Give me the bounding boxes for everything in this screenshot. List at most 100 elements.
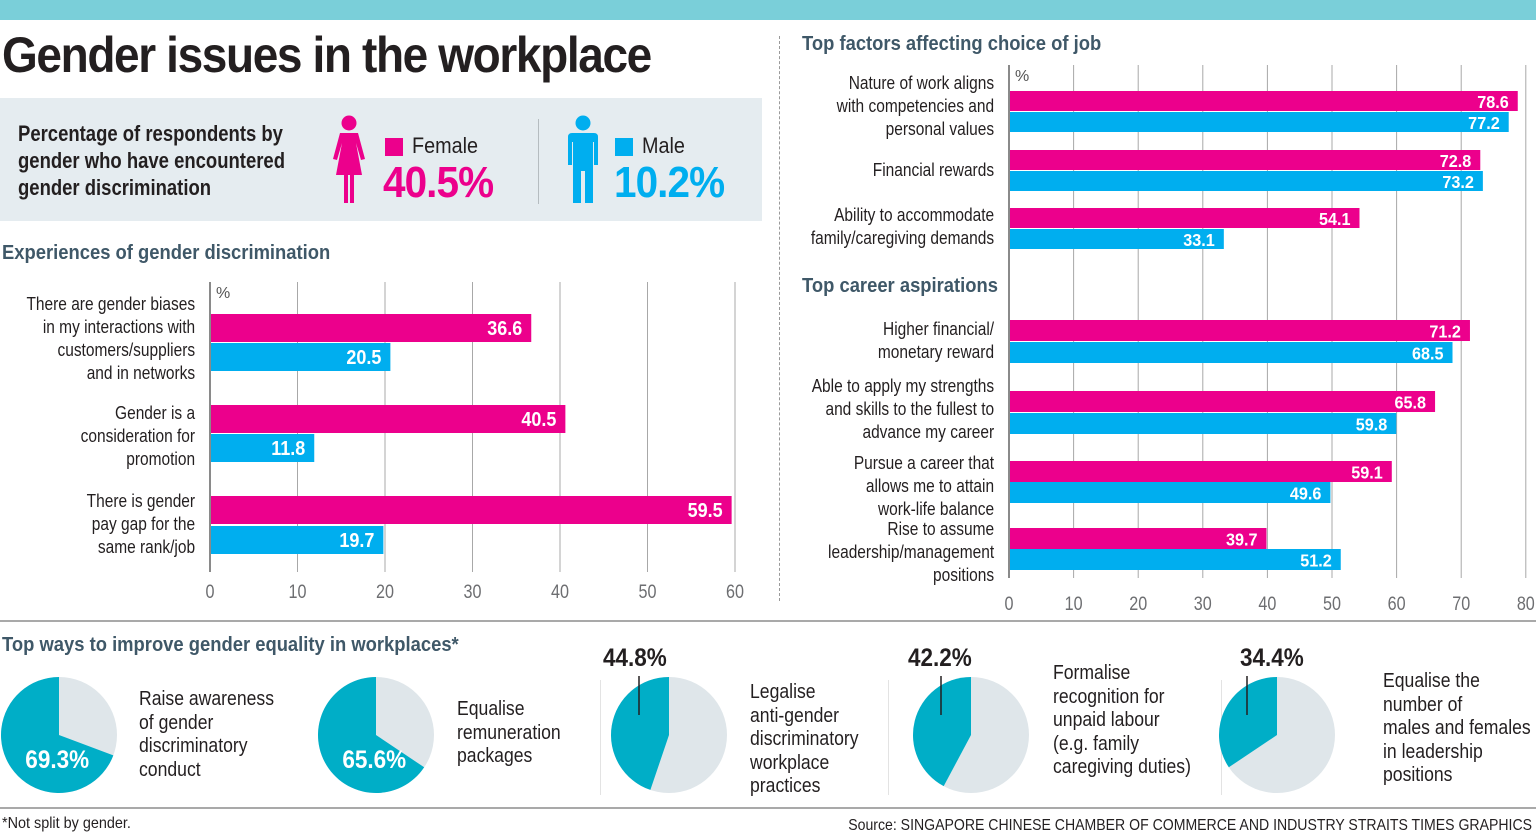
category-label: Ability to accommodate family/caregiving … <box>810 205 994 248</box>
category-label: Rise to assume leadership/management posit… <box>827 519 994 585</box>
category-label: Financial rewards <box>872 160 994 180</box>
bar-value-label: 68.5 <box>1412 344 1444 364</box>
tick-label: 20 <box>376 581 394 603</box>
bar-value-label: 39.7 <box>1226 530 1258 550</box>
summary-text-line: Percentage of respondents by <box>18 121 283 146</box>
male-bar <box>1010 482 1331 503</box>
bar-value-label: 72.8 <box>1440 151 1472 171</box>
male-bar <box>211 343 391 371</box>
female-bar <box>1010 91 1518 111</box>
unit-label: % <box>216 285 230 302</box>
category-label: Gender is a consideration for promotion <box>80 403 195 469</box>
pie-section-top-rule <box>0 620 1536 622</box>
male-bar <box>211 526 384 554</box>
column-divider <box>779 36 780 601</box>
job-factors-title: Top factors affecting choice of job <box>802 33 1102 55</box>
tick-label: 40 <box>1258 593 1276 615</box>
bar-value-label: 73.2 <box>1442 172 1474 192</box>
pie-value-label: 34.4% <box>1240 644 1304 672</box>
bar-value-label: 19.7 <box>339 530 374 552</box>
female-bar <box>1010 528 1267 549</box>
experiences-chart: % 0 10 20 30 40 50 60 36.6 40.5 59.5 20.5 11.8 19.7 <box>206 282 744 603</box>
summary-text-line: gender who have encountered <box>18 148 285 173</box>
bar-value-label: 78.6 <box>1477 92 1509 112</box>
female-bar <box>1010 461 1392 482</box>
summary-divider <box>538 119 539 204</box>
bar-value-label: 33.1 <box>1183 230 1215 250</box>
female-bar <box>1010 320 1470 341</box>
pie-label: Equalise the number of males and females in… <box>1383 670 1531 786</box>
tick-label: 60 <box>1388 593 1406 615</box>
summary-text-line: gender discrimination <box>18 175 212 200</box>
footnote: *Not split by gender. <box>2 815 131 832</box>
bar-value-label: 71.2 <box>1429 322 1461 342</box>
bar-value-label: 40.5 <box>521 409 556 431</box>
female-bar <box>1010 150 1481 170</box>
female-legend-label: Female <box>412 133 479 158</box>
female-bar <box>1010 391 1436 412</box>
summary-box: Percentage of respondents by gender who … <box>0 98 762 221</box>
female-bar <box>211 405 566 433</box>
pie-separator <box>1221 680 1222 795</box>
source-credit: Source: SINGAPORE CHINESE CHAMBER OF COM… <box>848 817 1532 834</box>
category-label: Able to apply my strengths and skills to … <box>811 376 994 442</box>
male-legend-label: Male <box>642 133 685 158</box>
bar-value-label: 49.6 <box>1290 484 1322 504</box>
career-aspirations-chart: 0 10 20 30 40 50 60 70 80 71.2 65.8 59.1 39.7 68.5 59.… <box>1005 262 1535 614</box>
pie-label: Equalise remuneration packages <box>457 698 561 767</box>
bar-value-label: 51.2 <box>1300 551 1332 571</box>
male-percentage: 10.2% <box>614 158 725 207</box>
unit-label: % <box>1015 68 1029 85</box>
tick-label: 30 <box>464 581 482 603</box>
female-bar <box>211 314 532 342</box>
bar-value-label: 59.1 <box>1351 463 1383 483</box>
pie-separator <box>600 680 601 795</box>
page-title: Gender issues in the workplace <box>2 27 652 83</box>
bar-value-label: 11.8 <box>271 438 305 460</box>
improve-equality-title: Top ways to improve gender equality in w… <box>2 634 459 656</box>
female-bar <box>1010 208 1360 228</box>
male-bar <box>1010 413 1397 434</box>
male-legend-swatch <box>615 138 633 156</box>
tick-label: 70 <box>1452 593 1470 615</box>
tick-label: 60 <box>726 581 744 603</box>
career-aspirations-title: Top career aspirations <box>802 275 999 297</box>
male-bar <box>1010 112 1509 132</box>
tick-label: 0 <box>1005 593 1014 615</box>
male-bar <box>1010 171 1483 191</box>
pie-label: Formalise recognition for unpaid labour (e.… <box>1053 662 1191 778</box>
bar-value-label: 20.5 <box>346 347 381 369</box>
pie-label: Legalise anti-gender discriminatory workpla… <box>750 681 859 797</box>
job-factors-chart: % 78.6 72.8 54.1 77.2 73.2 33.1 <box>1008 65 1527 262</box>
category-label: Higher financial/monetary reward <box>877 319 994 362</box>
pie-section-bottom-rule <box>0 807 1536 809</box>
tick-label: 50 <box>639 581 657 603</box>
female-bar <box>211 496 732 524</box>
category-label: Pursue a career that allows me to attain w… <box>853 453 994 519</box>
bar-value-label: 59.8 <box>1356 415 1388 435</box>
female-person-icon <box>333 115 365 203</box>
tick-label: 10 <box>1065 593 1083 615</box>
category-label: There are gender biases in my interaction… <box>26 294 195 383</box>
bar-value-label: 77.2 <box>1468 113 1500 133</box>
tick-label: 20 <box>1129 593 1147 615</box>
male-bar <box>1010 549 1341 570</box>
male-bar <box>1010 229 1224 249</box>
pie-value-label: 42.2% <box>908 644 972 672</box>
summary-text: Percentage of respondents by gender who … <box>18 120 285 201</box>
tick-label: 50 <box>1323 593 1341 615</box>
experiences-title: Experiences of gender discrimination <box>2 242 331 264</box>
female-percentage: 40.5% <box>383 158 494 207</box>
tick-label: 10 <box>289 581 307 603</box>
tick-label: 40 <box>551 581 569 603</box>
male-bar <box>1010 342 1453 363</box>
bar-value-label: 36.6 <box>487 318 522 340</box>
header-bar <box>0 0 1536 20</box>
female-legend-swatch <box>385 138 403 156</box>
tick-label: 0 <box>206 581 215 603</box>
pie-label: Raise awareness of gender discriminatory co… <box>139 688 275 781</box>
pie-value-label: 44.8% <box>603 644 667 672</box>
category-label: There is gender pay gap for the same rank/… <box>86 491 195 557</box>
male-person-icon <box>568 115 598 203</box>
tick-label: 30 <box>1194 593 1212 615</box>
